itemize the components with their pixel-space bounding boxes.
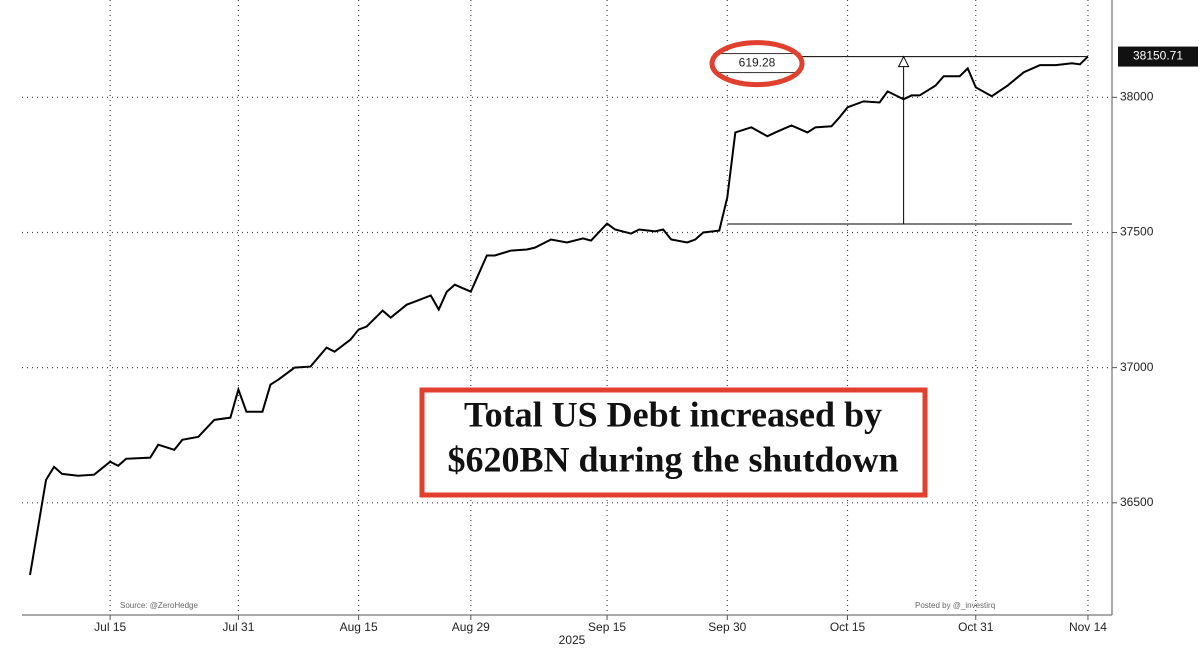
y-tick-label: 36500	[1120, 495, 1154, 509]
highlight-ellipse	[709, 40, 805, 88]
plot: 36500 37000 37500 38000 Jul 15 Jul 31 Aug 15 Au…	[22, 0, 1198, 634]
x-tick-label: Jul 15	[94, 620, 126, 634]
arrow-head	[897, 55, 910, 68]
x-tick-label: Jul 31	[222, 620, 254, 634]
callout-line: Total US Debt increased by	[464, 394, 882, 434]
callout-box	[419, 387, 928, 498]
y-tick-label: 37000	[1120, 360, 1154, 374]
measure-label: 619.28	[739, 56, 776, 70]
y-tick-label: 38000	[1120, 89, 1154, 103]
x-tick-label: Sep 15	[588, 620, 626, 634]
x-tick-label: Aug 15	[340, 620, 378, 634]
last-value-label: 38150.71	[1133, 49, 1183, 63]
x-axis-year: 2025	[559, 633, 586, 647]
posted-by: Posted by @_investirq	[915, 601, 995, 610]
x-tick-label: Nov 14	[1069, 620, 1107, 634]
last-value-box	[1118, 46, 1198, 67]
data-line	[29, 55, 1089, 576]
callout-line: $620BN during the shutdown	[447, 439, 898, 479]
x-tick-label: Oct 31	[958, 620, 994, 634]
x-tick-label: Aug 29	[452, 620, 490, 634]
x-tick-label: Oct 15	[830, 620, 866, 634]
y-tick-label: 37500	[1120, 225, 1154, 239]
x-tick-label: Sep 30	[708, 620, 746, 634]
source: Source: @ZeroHedge	[120, 601, 198, 610]
